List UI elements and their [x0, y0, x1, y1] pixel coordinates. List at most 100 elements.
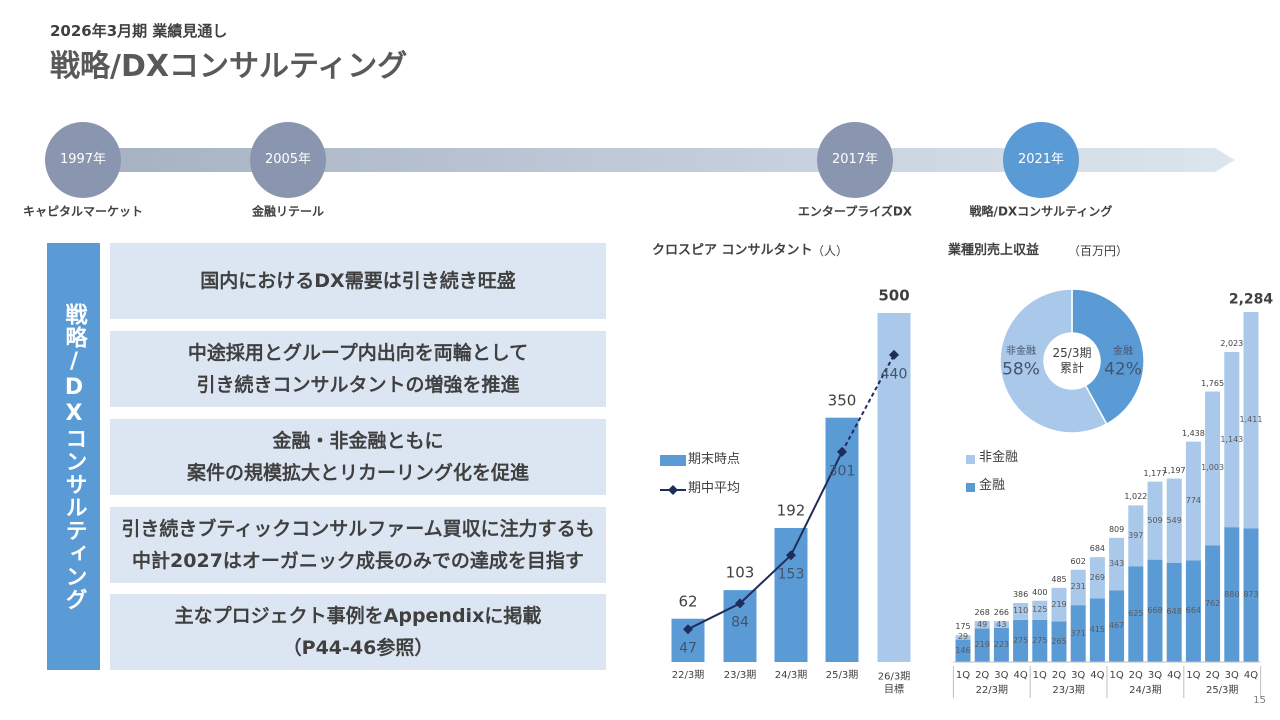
bar-segment: [1147, 481, 1163, 560]
segment-label: 223: [993, 639, 1010, 649]
bar-segment: [974, 628, 990, 662]
segment-label: 269: [1089, 572, 1106, 582]
bar-value-label: 103: [725, 563, 755, 582]
x-tick-label: 4Q: [1090, 669, 1105, 681]
bar-value-label: 192: [776, 501, 806, 520]
segment-label: 549: [1166, 515, 1182, 525]
point-box: 中途採用とグループ内出向を両輪として 引き続きコンサルタントの増強を推進: [110, 331, 606, 407]
bar: [825, 417, 859, 662]
bar-segment: [993, 627, 1009, 662]
timeline-node: [250, 122, 326, 198]
segment-label: 762: [1204, 598, 1221, 608]
segment-label: 509: [1147, 515, 1163, 525]
group-label: 24/3期: [1129, 684, 1162, 696]
total-label: 1,177: [1143, 468, 1167, 478]
pie-center-label: 25/3期 累計: [1052, 346, 1092, 375]
x-tick-label: 2Q: [975, 669, 990, 681]
bar-segment: [1205, 545, 1221, 662]
bar-segment: [1109, 537, 1125, 591]
point-text: 国内におけるDX需要は引き続き旺盛: [200, 269, 516, 292]
line: [687, 451, 843, 631]
bar-segment: [1089, 557, 1105, 599]
timeline-label: キャピタルマーケット: [22, 204, 144, 219]
bar-segment: [1147, 559, 1163, 662]
pie-value-label: 58%: [1002, 359, 1040, 380]
page-number: 15: [1253, 695, 1266, 706]
line-marker: [683, 624, 693, 635]
total-label: 2,284: [1228, 291, 1274, 308]
side-bar: 戦略/DXコンサルティング: [47, 243, 100, 670]
legend-swatch: [966, 483, 975, 492]
segment-label: 873: [1243, 590, 1259, 600]
legend-label: 期末時点: [688, 452, 741, 467]
bar-segment: [1224, 351, 1240, 528]
total-label: 1,197: [1162, 465, 1186, 475]
x-tick-label: 4Q: [1013, 669, 1028, 681]
x-tick-label: 4Q: [1243, 669, 1259, 681]
total-label: 485: [1051, 574, 1067, 584]
line-value-label: 47: [679, 640, 697, 657]
segment-label: 219: [974, 640, 990, 650]
bar-segment: [1109, 590, 1125, 662]
point-box: 引き続きブティックコンサルファーム買収に注力するも 中計2027はオーガニック成長…: [110, 507, 606, 583]
total-label: 400: [1032, 587, 1048, 597]
bar-segment: [1089, 598, 1105, 662]
bar-value-label: 62: [678, 592, 698, 611]
x-tick-label: 3Q: [1224, 669, 1239, 681]
bar-segment: [1070, 605, 1086, 662]
bar-segment: [1185, 441, 1201, 561]
total-label: 268: [974, 607, 990, 617]
total-label: 175: [955, 622, 971, 632]
segment-label: 664: [1185, 606, 1202, 616]
total-label: 602: [1070, 556, 1086, 566]
bar-segment: [1013, 603, 1029, 620]
x-tick-label: 1Q: [1109, 669, 1124, 681]
x-tick-label: 25/3期: [825, 669, 859, 681]
point-text: 中計2027はオーガニック成長のみでの達成を目指す: [132, 550, 584, 572]
bar-segment: [1185, 560, 1201, 662]
point-text: （P44-46参照）: [282, 637, 434, 659]
bar-segment: [1224, 527, 1240, 662]
bar-segment: [1032, 600, 1048, 620]
legend-label: 非金融: [979, 450, 1019, 465]
subtitle: 2026年3月期 業績見通し: [50, 22, 228, 40]
segment-label: 43: [996, 619, 1007, 629]
segment-label: 880: [1224, 589, 1240, 599]
group-label: 25/3期: [1205, 684, 1239, 696]
bar-segment: [974, 620, 990, 629]
group-label: 23/3期: [1052, 684, 1085, 696]
line-projected: [841, 354, 895, 453]
total-label: 1,765: [1201, 378, 1225, 388]
bar: [877, 313, 911, 662]
point-box: 金融・非金融ともに 案件の規模拡大とリカーリング化を促進: [110, 419, 606, 495]
timeline-year: 1997年: [59, 151, 107, 167]
segment-label: 774: [1185, 495, 1202, 505]
bar-segment: [1166, 562, 1182, 662]
pie-value-label: 42%: [1104, 359, 1142, 380]
x-tick-label: 1Q: [955, 669, 971, 681]
segment-label: 110: [1012, 606, 1029, 616]
total-label: 386: [1012, 589, 1029, 599]
point-text: 案件の規模拡大とリカーリング化を促進: [186, 462, 529, 484]
bar-segment: [1128, 505, 1144, 567]
pie-slice: [1071, 288, 1145, 426]
point-text: 引き続きブティックコンサルファーム買収に注力するも: [121, 517, 595, 540]
segment-label: 219: [1051, 599, 1067, 609]
total-label: 684: [1089, 544, 1106, 554]
bar-segment: [1051, 621, 1067, 662]
bar-segment: [1070, 569, 1086, 606]
x-tick-label: 1Q: [1032, 669, 1047, 681]
legend-swatch: [660, 455, 686, 466]
segment-label: 275: [1032, 635, 1048, 645]
timeline-node: [45, 122, 121, 198]
chart-unit: （百万円）: [1068, 244, 1129, 258]
chart-unit: （人）: [812, 244, 849, 258]
segment-label: 648: [1166, 607, 1182, 617]
bar-segment: [1205, 391, 1221, 546]
segment-label: 467: [1108, 621, 1125, 631]
x-tick-label: 23/3期: [723, 669, 757, 681]
timeline-year: 2021年: [1017, 151, 1065, 167]
segment-label: 29: [957, 632, 969, 642]
timeline-node: [1003, 122, 1079, 198]
